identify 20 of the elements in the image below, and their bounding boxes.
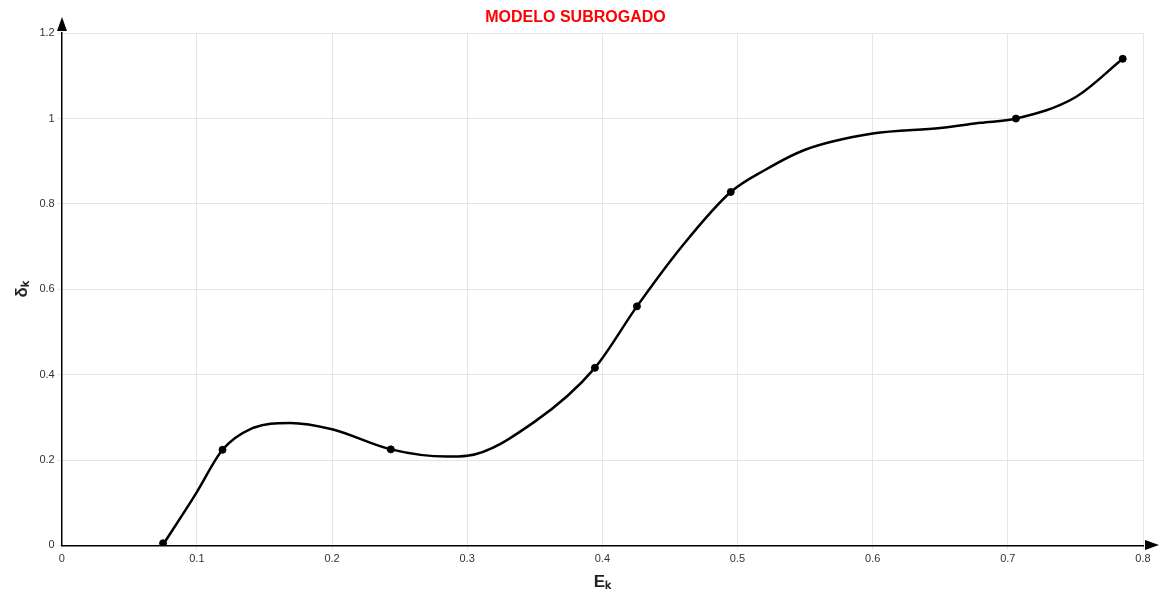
x-tick-label: 0.5 — [729, 552, 746, 565]
point — [1118, 54, 1127, 63]
x-tick-label: 0.6 — [865, 552, 881, 565]
y-tick-label: 0.4 — [39, 367, 55, 380]
y-tick-label: 0 — [48, 538, 55, 551]
y-tick-label: 0.2 — [39, 453, 55, 466]
y-tick-label: 0.8 — [39, 196, 55, 209]
x-tick-label: 0.3 — [459, 552, 475, 565]
x-tick-label: 0.2 — [324, 552, 340, 565]
x-tick-label: 0.7 — [1000, 552, 1016, 565]
y-tick-label: 1 — [48, 111, 55, 124]
y-axis-title: δₖ — [11, 280, 31, 298]
x-axis-title: Eₖ — [593, 572, 613, 592]
x-tick-label: 0 — [58, 552, 65, 565]
chart-title: MODELO SUBROGADO — [485, 8, 666, 26]
x-tick-label: 0.1 — [189, 552, 205, 565]
y-tick-label: 0.6 — [39, 282, 55, 295]
y-tick-label: 1.2 — [39, 26, 55, 39]
x-tick-label: 0.4 — [594, 552, 610, 565]
x-tick-label: 0.8 — [1135, 552, 1151, 565]
